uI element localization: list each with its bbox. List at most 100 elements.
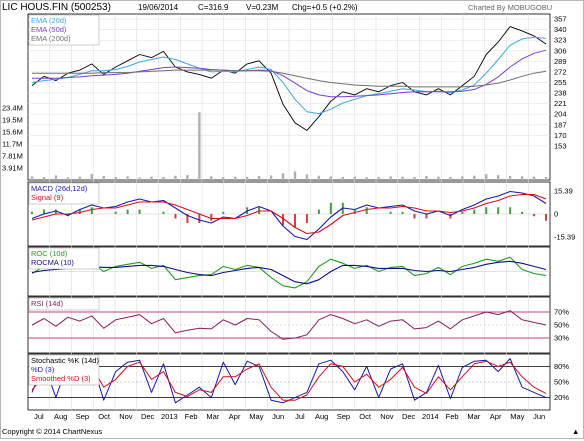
- macd-histogram-bar: [413, 214, 416, 219]
- macd-histogram-bar: [174, 214, 177, 219]
- volume-bar: [66, 177, 70, 180]
- y-tick-label: 153: [554, 141, 567, 150]
- macd-histogram-bar: [222, 211, 225, 214]
- stochastic-smoothed-d-line: [31, 360, 547, 401]
- macd-histogram-bar: [545, 214, 547, 221]
- volume-bar: [210, 176, 213, 180]
- volume-bar: [281, 173, 285, 180]
- macd-histogram-bar: [365, 207, 368, 214]
- legend-entry: Stochastic %K (14d): [31, 356, 99, 365]
- volume-bar: [389, 176, 392, 180]
- charted-by: Charted By MOBUGOBU: [468, 3, 552, 12]
- volume-bar: [473, 175, 476, 180]
- volume-bar: [78, 176, 82, 180]
- macd-histogram-bar: [401, 211, 404, 214]
- volume-bar: [126, 176, 129, 180]
- volume-bar: [90, 173, 93, 180]
- x-tick-label: Feb: [185, 412, 198, 421]
- legend-entry: ROC (10d): [31, 249, 68, 258]
- macd-histogram-bar: [305, 214, 308, 223]
- rsi-line: [31, 310, 547, 340]
- macd-histogram-bar: [31, 211, 33, 214]
- axis-labels: Jul Aug Sep Oct Nov Dec 2013 Feb Mar Apr May Jun Jul…: [2, 15, 575, 421]
- volume-tick-label: 11.7M: [2, 140, 22, 149]
- copyright: Copyright © 2014 ChartNexus: [2, 427, 102, 436]
- volume-bar: [425, 176, 428, 180]
- volume-bar: [544, 176, 548, 180]
- x-tick-label: Dec: [402, 412, 416, 421]
- y-tick-label: 187: [554, 120, 567, 129]
- volume-bar: [269, 175, 273, 180]
- y-tick-label: 30%: [554, 334, 569, 343]
- y-tick-label: 306: [554, 46, 567, 55]
- ema-50-line: [32, 49, 547, 98]
- y-tick-label: 80%: [554, 362, 569, 371]
- legend-entry: EMA (20d): [31, 16, 67, 25]
- legend-entry: MACD (26d,12d): [31, 184, 88, 193]
- volume-bar: [114, 176, 117, 180]
- volume-bar: [54, 175, 58, 180]
- macd-line: [31, 190, 547, 241]
- macd-histogram-bar: [461, 211, 464, 214]
- macd-histogram-bar: [317, 209, 320, 214]
- macd-histogram-bar: [353, 209, 356, 214]
- volume-bar: [485, 174, 488, 180]
- volume-bar: [437, 176, 440, 180]
- x-tick-label: 2013: [161, 412, 178, 421]
- legend-entry: EMA (200d): [31, 34, 71, 43]
- volume-bar: [150, 176, 153, 180]
- volume-bar: [102, 176, 105, 180]
- macd-histogram-bar: [329, 202, 332, 214]
- x-tick-label: Aug: [315, 412, 328, 421]
- legend-entry: %D (3): [31, 365, 55, 374]
- x-tick-label: May: [510, 412, 524, 421]
- y-tick-label: 272: [554, 67, 567, 76]
- volume-bar: [42, 176, 46, 180]
- volume-bar: [401, 176, 404, 180]
- x-tick-label: Mar: [467, 412, 480, 421]
- y-tick-label: 15.39: [554, 186, 573, 195]
- signal-line: [31, 193, 547, 235]
- series-marks: [30, 26, 548, 404]
- volume-bar: [245, 176, 249, 180]
- macd-histogram-bar: [54, 209, 57, 214]
- macd-histogram-bar: [138, 209, 141, 214]
- x-tick-label: 2014: [422, 412, 439, 421]
- macd-histogram-bar: [42, 209, 45, 214]
- macd-histogram-bar: [497, 207, 500, 214]
- volume-bar: [377, 176, 380, 180]
- legend-box: [28, 247, 100, 270]
- y-tick-label: 204: [554, 110, 567, 119]
- legend-entry: ROCMA (10): [31, 258, 74, 267]
- y-tick-label: 255: [554, 78, 567, 87]
- x-tick-label: Jun: [533, 412, 545, 421]
- header-change: Chg=+0.5 (+0.2%): [292, 3, 358, 12]
- volume-bar: [353, 176, 356, 180]
- x-tick-label: Dec: [141, 412, 155, 421]
- volume-tick-label: 3.91M: [2, 163, 23, 172]
- macd-histogram-bar: [293, 214, 296, 228]
- x-tick-label: Jun: [272, 412, 284, 421]
- y-tick-label: 340: [554, 25, 567, 34]
- volume-tick-label: 7.81M: [2, 151, 23, 160]
- macd-histogram-bar: [126, 209, 129, 214]
- y-tick-label: 20%: [554, 393, 569, 402]
- header-close: C=316.9: [198, 3, 229, 12]
- y-tick-label: 70%: [554, 308, 569, 317]
- y-tick-label: 170: [554, 131, 567, 140]
- legend-box: [28, 182, 100, 205]
- y-tick-label: 357: [554, 15, 567, 24]
- x-tick-label: Apr: [490, 412, 502, 421]
- y-tick-label: 289: [554, 57, 567, 66]
- volume-tick-label: 15.6M: [2, 128, 23, 137]
- x-tick-label: May: [249, 412, 263, 421]
- volume-bar: [365, 177, 368, 180]
- y-tick-label: 221: [554, 99, 567, 108]
- macd-histogram-bar: [449, 214, 452, 219]
- macd-histogram-bar: [90, 207, 93, 214]
- x-tick-label: Oct: [98, 412, 111, 421]
- legends: EMA (20d)EMA (50d)EMA (200d) MACD (26d,12…: [28, 14, 100, 386]
- x-tick-label: Aug: [54, 412, 67, 421]
- y-tick-label: 238: [554, 89, 567, 98]
